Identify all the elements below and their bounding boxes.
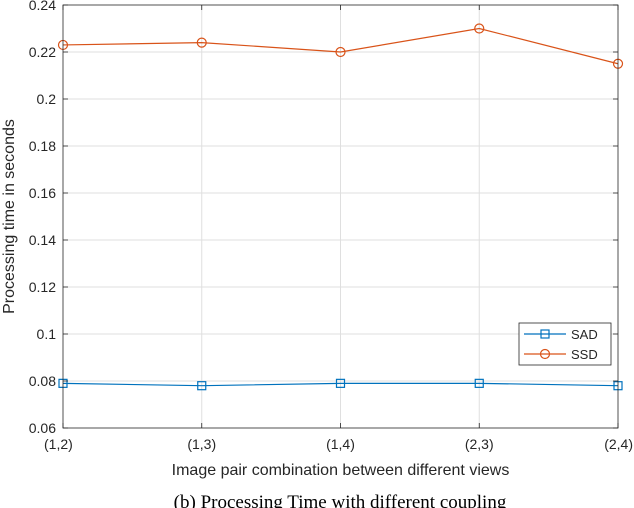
y-tick-label: 0.06: [29, 420, 56, 436]
series-line-sad: [62, 382, 619, 387]
legend-label-sad: SAD: [571, 327, 598, 342]
x-tick-label: (2,4): [604, 436, 633, 452]
legend-marker-ssd: [539, 348, 551, 360]
x-tick-label: (1,2): [44, 436, 73, 452]
legend-label-ssd: SSD: [571, 347, 598, 362]
x-tick-label: (1,3): [187, 436, 216, 452]
legend-entry-sad: SAD: [524, 327, 598, 342]
axis-ticks: [62, 4, 619, 429]
x-tick-label: (1,4): [326, 436, 355, 452]
y-tick-label: 0.2: [37, 91, 57, 107]
data-point-sad: [474, 378, 484, 388]
y-tick-label: 0.12: [29, 279, 56, 295]
x-tick-label: (2,3): [465, 436, 494, 452]
data-point-ssd: [335, 46, 346, 58]
data-point-sad: [197, 381, 207, 391]
y-tick-label: 0.22: [29, 44, 56, 60]
x-axis-label: Image pair combination between different…: [172, 462, 510, 479]
legend-entry-ssd: SSD: [524, 347, 598, 362]
y-tick-label: 0.24: [29, 0, 56, 13]
y-tick-labels: 0.06 0.08 0.1 0.12 0.14 0.16 0.18 0.2 0.22 0.24: [29, 0, 56, 436]
y-tick-label: 0.08: [29, 373, 56, 389]
figure-caption: (b) Processing Time with different coupl…: [174, 492, 507, 508]
legend-marker-sad: [540, 329, 550, 339]
series-line-ssd: [62, 27, 619, 65]
legend-box: [518, 322, 612, 366]
y-tick-label: 0.18: [29, 138, 56, 154]
data-point-ssd: [196, 37, 207, 48]
y-tick-label: 0.14: [29, 232, 56, 248]
y-tick-label: 0.16: [29, 185, 56, 201]
grid-lines: [63, 5, 618, 428]
y-tick-label: 0.1: [37, 326, 57, 342]
data-point-sad: [335, 378, 346, 388]
y-axis-label: Processing time in seconds: [1, 119, 18, 314]
legend: SAD SSD: [518, 322, 612, 366]
data-point-ssd: [474, 23, 485, 34]
x-tick-labels: (1,2) (1,3) (1,4) (2,3) (2,4): [44, 436, 633, 452]
